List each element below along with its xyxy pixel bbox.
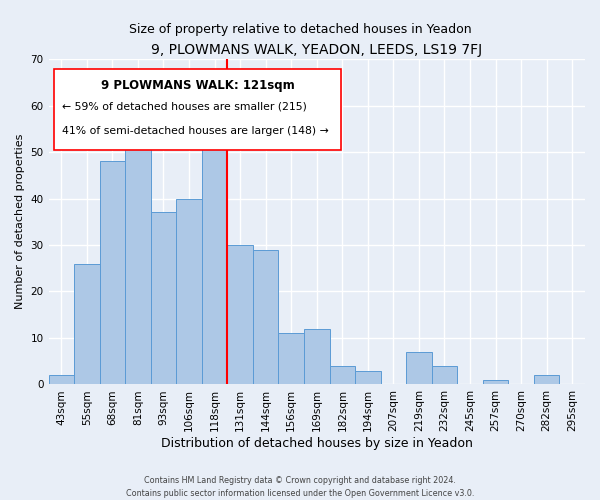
X-axis label: Distribution of detached houses by size in Yeadon: Distribution of detached houses by size … — [161, 437, 473, 450]
Bar — [227, 245, 253, 384]
Text: 9 PLOWMANS WALK: 121sqm: 9 PLOWMANS WALK: 121sqm — [101, 78, 294, 92]
Bar — [432, 366, 457, 384]
Text: 41% of semi-detached houses are larger (148) →: 41% of semi-detached houses are larger (… — [62, 126, 329, 136]
FancyBboxPatch shape — [54, 69, 341, 150]
Bar — [329, 366, 355, 384]
Text: Contains HM Land Registry data © Crown copyright and database right 2024.
Contai: Contains HM Land Registry data © Crown c… — [126, 476, 474, 498]
Bar — [278, 334, 304, 384]
Bar — [49, 375, 74, 384]
Bar — [355, 370, 380, 384]
Bar — [253, 250, 278, 384]
Bar — [534, 375, 559, 384]
Bar — [483, 380, 508, 384]
Y-axis label: Number of detached properties: Number of detached properties — [15, 134, 25, 310]
Bar — [202, 148, 227, 384]
Bar — [176, 198, 202, 384]
Bar — [74, 264, 100, 384]
Bar — [100, 162, 125, 384]
Bar — [304, 328, 329, 384]
Text: Size of property relative to detached houses in Yeadon: Size of property relative to detached ho… — [128, 22, 472, 36]
Bar — [406, 352, 432, 384]
Text: ← 59% of detached houses are smaller (215): ← 59% of detached houses are smaller (21… — [62, 102, 307, 112]
Title: 9, PLOWMANS WALK, YEADON, LEEDS, LS19 7FJ: 9, PLOWMANS WALK, YEADON, LEEDS, LS19 7F… — [151, 42, 482, 56]
Bar — [151, 212, 176, 384]
Bar — [125, 124, 151, 384]
